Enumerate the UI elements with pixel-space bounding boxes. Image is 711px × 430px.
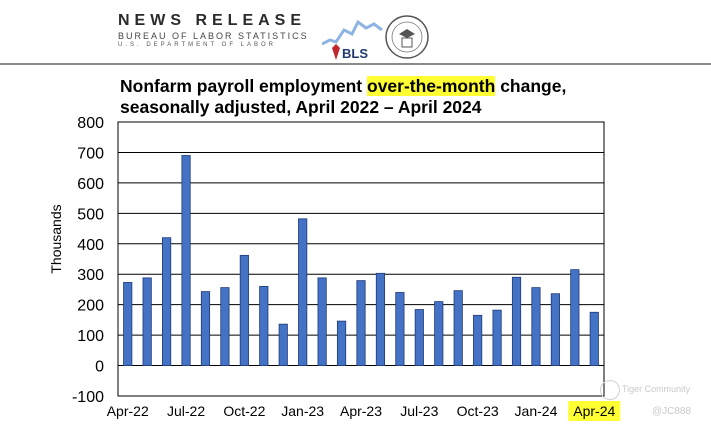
bar-oct-22 [239, 254, 249, 366]
x-tick-label: Oct-23 [457, 403, 499, 419]
watermark-logo-icon [600, 380, 620, 400]
x-tick-label: Jul-23 [400, 403, 438, 419]
bar-aug-22 [200, 291, 211, 366]
bar-jul-22 [181, 155, 191, 366]
header-rule [0, 63, 711, 65]
x-tick-label: Jul-22 [167, 403, 205, 419]
y-tick-label: 0 [95, 359, 104, 376]
department-seal-icon [385, 15, 429, 59]
y-tick-label: 200 [77, 298, 104, 315]
watermark-line-1: Tiger Community [622, 384, 691, 394]
y-tick-label: 500 [77, 206, 104, 223]
chart-title-highlight: over-the-month [367, 76, 496, 96]
bar-dec-23 [511, 276, 522, 366]
bls-logo-text: BLS [342, 46, 368, 60]
chart-title-part-1: Nonfarm payroll employment [120, 76, 367, 96]
x-tick-label: Apr-22 [107, 403, 149, 419]
x-tick-label: Apr-23 [340, 403, 382, 419]
department-name: U.S. DEPARTMENT OF LABOR [118, 42, 277, 48]
bar-jan-24 [531, 287, 541, 366]
bar-sep-22 [220, 287, 230, 366]
y-tick-label: 800 [77, 115, 104, 132]
y-tick-label: -100 [72, 389, 104, 406]
bar-jun-23 [395, 292, 405, 366]
bar-apr-23 [356, 280, 366, 366]
bar-nov-23 [492, 309, 502, 366]
bar-aug-23 [434, 301, 444, 366]
chart-title: Nonfarm payroll employment over-the-mont… [120, 76, 566, 118]
chart-title-part-3: change, [495, 76, 567, 96]
y-tick-label: 700 [77, 145, 104, 162]
bar-may-22 [142, 277, 152, 366]
watermark-line-2: @JC888 [652, 406, 692, 417]
chart-title-line-2: seasonally adjusted, April 2022 – April … [120, 97, 482, 117]
bar-feb-24 [550, 293, 560, 366]
bar-jun-22 [162, 237, 172, 366]
x-tick-label: Jan-23 [281, 403, 324, 419]
bar-jan-23 [298, 218, 308, 366]
x-tick-label: Apr-24 [573, 403, 615, 419]
bar-oct-23 [473, 314, 483, 366]
x-tick-label: Jan-24 [515, 403, 558, 419]
bar-apr-22 [123, 282, 133, 366]
y-tick-label: 400 [77, 237, 104, 254]
news-release-title: NEWS RELEASE [118, 12, 307, 29]
x-tick-highlight [568, 401, 621, 421]
bar-sep-23 [453, 290, 463, 366]
y-axis-label: Thousands [48, 204, 64, 273]
bar-may-23 [375, 272, 386, 366]
x-tick-label: Oct-22 [223, 403, 265, 419]
bar-apr-24 [589, 311, 599, 366]
y-tick-label: 100 [77, 328, 104, 345]
bar-feb-23 [317, 277, 327, 366]
bar-nov-22 [259, 285, 269, 366]
bls-logo-icon: BLS [322, 19, 383, 60]
y-tick-label: 600 [77, 176, 104, 193]
bureau-name: BUREAU OF LABOR STATISTICS [118, 31, 309, 41]
bar-mar-23 [336, 320, 347, 366]
y-tick-label: 300 [77, 267, 104, 284]
bar-mar-24 [570, 269, 580, 366]
news-release-header: NEWS RELEASE BUREAU OF LABOR STATISTICS … [0, 0, 711, 62]
bar-dec-22 [278, 323, 288, 366]
bar-jul-23 [414, 309, 424, 366]
